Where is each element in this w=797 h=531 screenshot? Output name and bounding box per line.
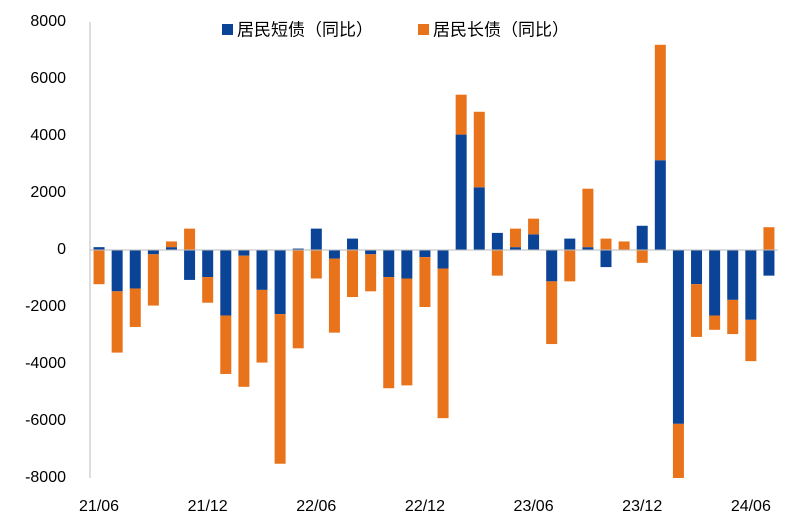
x-tick-label: 23/12 bbox=[622, 498, 662, 515]
bar bbox=[636, 250, 648, 263]
bar bbox=[310, 228, 322, 250]
bar bbox=[238, 250, 250, 256]
bar bbox=[274, 250, 286, 315]
bar bbox=[745, 250, 757, 320]
bar bbox=[383, 250, 395, 278]
bar bbox=[147, 250, 159, 255]
bar bbox=[129, 250, 141, 289]
bar bbox=[582, 188, 594, 248]
legend-label: 居民长债（同比） bbox=[433, 20, 569, 39]
bar bbox=[546, 281, 558, 345]
bar bbox=[347, 238, 359, 250]
bar bbox=[383, 277, 395, 389]
bar bbox=[165, 247, 177, 250]
y-tick-label: -4000 bbox=[25, 355, 66, 372]
bar bbox=[111, 291, 123, 353]
bar bbox=[437, 268, 449, 419]
bar bbox=[564, 238, 576, 250]
bar bbox=[93, 247, 105, 250]
bar bbox=[328, 250, 340, 259]
bar bbox=[509, 247, 521, 250]
bar bbox=[618, 241, 630, 250]
bar bbox=[528, 218, 540, 235]
bar bbox=[165, 241, 177, 248]
bar bbox=[491, 250, 503, 276]
y-tick-label: -2000 bbox=[25, 298, 66, 315]
bar bbox=[691, 284, 703, 337]
bar bbox=[202, 250, 214, 278]
x-tick-label: 22/06 bbox=[296, 498, 336, 515]
y-tick-label: -6000 bbox=[25, 412, 66, 429]
bar bbox=[220, 315, 232, 374]
bar bbox=[129, 288, 141, 327]
bar bbox=[654, 44, 666, 161]
bar bbox=[763, 227, 775, 250]
bar bbox=[546, 250, 558, 282]
bar bbox=[365, 250, 377, 255]
bar bbox=[763, 250, 775, 276]
bar bbox=[419, 250, 431, 258]
bar bbox=[727, 250, 739, 300]
bar bbox=[184, 228, 196, 250]
bar bbox=[310, 250, 322, 279]
y-tick-label: 8000 bbox=[30, 13, 66, 30]
bar bbox=[184, 250, 196, 280]
bar bbox=[564, 250, 576, 282]
y-tick-label: 6000 bbox=[30, 70, 66, 87]
bar bbox=[582, 247, 594, 250]
y-tick-label: 4000 bbox=[30, 127, 66, 144]
x-tick-label: 21/06 bbox=[79, 498, 119, 515]
x-tick-label: 24/06 bbox=[731, 498, 771, 515]
bar bbox=[437, 250, 449, 269]
legend-label: 居民短债（同比） bbox=[237, 20, 373, 39]
bar bbox=[111, 250, 123, 292]
bar bbox=[600, 250, 612, 268]
bar bbox=[328, 258, 340, 333]
bar bbox=[93, 250, 105, 285]
x-tick-label: 22/12 bbox=[405, 498, 445, 515]
bar bbox=[401, 250, 413, 279]
bar bbox=[727, 299, 739, 335]
bar bbox=[365, 254, 377, 292]
bar bbox=[220, 250, 232, 316]
bar bbox=[709, 315, 721, 330]
bar bbox=[672, 423, 684, 478]
bar bbox=[256, 250, 268, 290]
bar bbox=[292, 250, 304, 349]
y-tick-label: -8000 bbox=[25, 469, 66, 486]
bar bbox=[347, 250, 359, 298]
y-tick-label: 0 bbox=[57, 241, 66, 258]
bar bbox=[292, 248, 304, 250]
bar bbox=[600, 238, 612, 250]
bar bbox=[528, 234, 540, 250]
bar bbox=[455, 94, 467, 135]
bar bbox=[401, 278, 413, 386]
x-tick-label: 21/12 bbox=[188, 498, 228, 515]
bar bbox=[455, 134, 467, 250]
bar bbox=[238, 255, 250, 387]
bar bbox=[147, 254, 159, 306]
bar bbox=[509, 228, 521, 248]
legend-swatch bbox=[418, 24, 429, 35]
bar bbox=[745, 319, 757, 362]
bar bbox=[672, 250, 684, 424]
bar bbox=[654, 160, 666, 250]
bar bbox=[274, 314, 286, 464]
bar bbox=[256, 289, 268, 363]
bar bbox=[473, 187, 485, 250]
bar bbox=[636, 225, 648, 250]
x-tick-label: 23/06 bbox=[514, 498, 554, 515]
bar bbox=[473, 111, 485, 188]
bar bbox=[709, 250, 721, 316]
bar bbox=[419, 257, 431, 307]
y-tick-label: 2000 bbox=[30, 184, 66, 201]
bar bbox=[691, 250, 703, 285]
bar bbox=[202, 277, 214, 303]
bar bbox=[491, 232, 503, 250]
legend-swatch bbox=[222, 24, 233, 35]
